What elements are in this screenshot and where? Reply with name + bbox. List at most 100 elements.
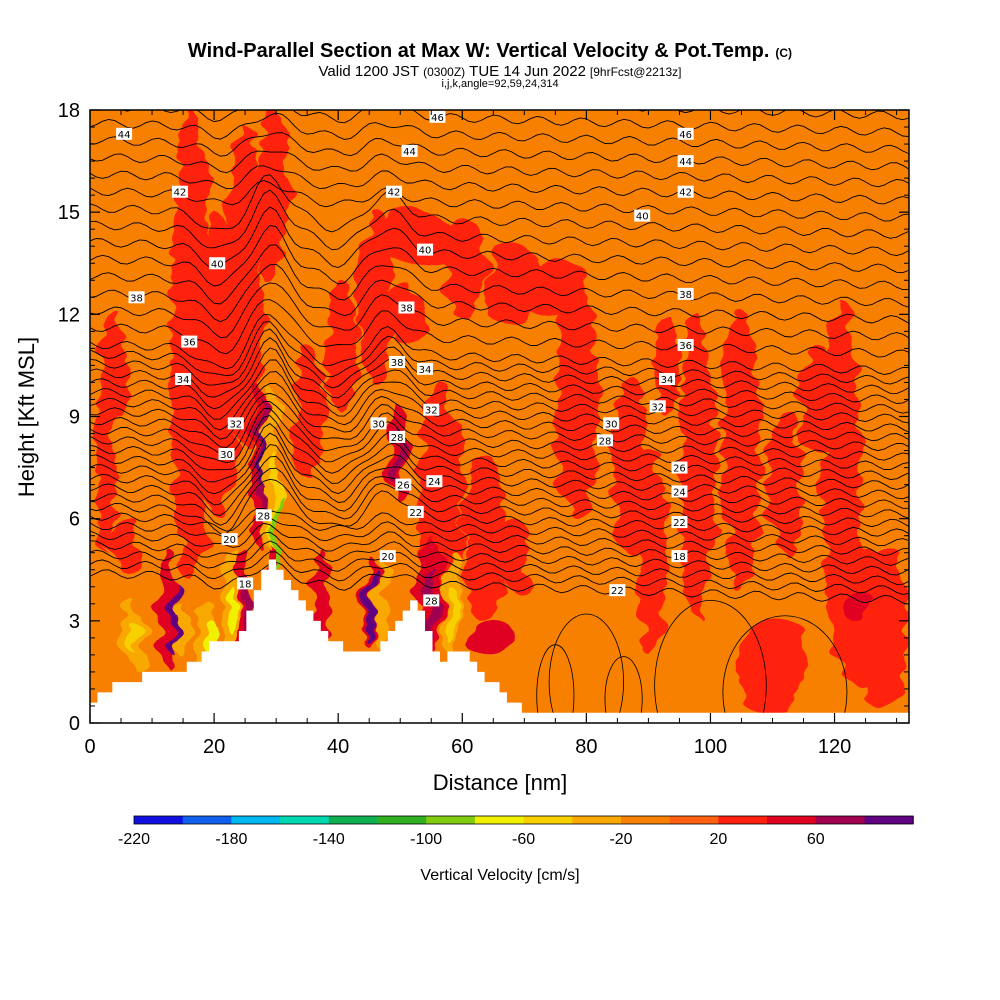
downdraft-region xyxy=(127,620,140,655)
contour-label-box xyxy=(423,403,440,416)
contour-label-text: 44 xyxy=(118,130,131,141)
contour-label-text: 38 xyxy=(391,358,404,369)
isentrope-line xyxy=(121,110,909,138)
isentrope-line xyxy=(90,314,909,375)
isentrope-line xyxy=(90,180,909,222)
colorbar-swatch xyxy=(426,816,476,824)
colorbar-frame xyxy=(133,815,914,825)
colorbar-tick-label: -20 xyxy=(609,831,632,848)
downdraft-region xyxy=(449,586,460,638)
contour-label-box xyxy=(398,301,415,314)
contour-label-text: 32 xyxy=(425,406,438,417)
isentrope-line xyxy=(90,263,909,324)
updraft-region xyxy=(679,314,717,621)
contour-label-text: 20 xyxy=(381,552,394,563)
contour-label-text: 26 xyxy=(673,464,686,475)
contour-label: 28 xyxy=(423,594,440,607)
contour-label-text: 24 xyxy=(428,477,441,488)
contour-label-box xyxy=(609,584,626,597)
contour-label: 32 xyxy=(423,403,440,417)
isentrope-line xyxy=(90,321,909,385)
updraft-region xyxy=(722,314,761,587)
downdraft-region xyxy=(375,552,388,655)
contour-label: 22 xyxy=(609,584,626,597)
x-axis-label: Distance [nm] xyxy=(433,770,568,795)
contour-label-text: 22 xyxy=(673,518,686,529)
downdraft-region xyxy=(226,586,236,638)
isentrope-line xyxy=(90,189,909,257)
contour-label-box xyxy=(671,461,688,474)
colorbar-tick-label: 20 xyxy=(710,831,728,848)
isentrope-line xyxy=(90,392,909,452)
contour-label-text: 42 xyxy=(174,188,187,199)
colorbar-swatch xyxy=(182,816,232,824)
potential-temperature-contours xyxy=(90,110,909,605)
colorbar-swatch xyxy=(621,816,671,824)
colorbar-tick-label: -60 xyxy=(512,831,535,848)
contour-label: 34 xyxy=(417,362,434,376)
contour-label-text: 26 xyxy=(397,481,410,492)
contour-label-text: 38 xyxy=(679,290,692,301)
contour-label-text: 40 xyxy=(419,246,432,257)
contour-label-box xyxy=(395,478,412,491)
downdraft-region xyxy=(276,501,283,570)
x-tick-label: 20 xyxy=(203,736,225,758)
contour-label: 36 xyxy=(677,338,694,352)
contour-label: 44 xyxy=(401,144,418,158)
contour-label-text: 38 xyxy=(130,293,143,304)
colorbar-swatch xyxy=(474,816,525,824)
contour-label-box xyxy=(237,577,254,590)
contour-label: 26 xyxy=(671,461,688,475)
isentrope-line xyxy=(90,225,909,291)
strong-updraft-core xyxy=(474,620,512,655)
contour-label-box xyxy=(116,127,133,140)
y-tick-label: 0 xyxy=(69,713,80,735)
contour-label: 22 xyxy=(671,516,688,529)
contour-label-text: 38 xyxy=(400,304,413,315)
updraft-region xyxy=(499,518,531,594)
contour-label-box xyxy=(386,185,403,198)
contour-label-box xyxy=(417,243,434,256)
isentrope-line xyxy=(90,328,909,395)
contour-label-text: 46 xyxy=(679,130,692,141)
contour-label: 18 xyxy=(237,577,254,590)
contour-label-box xyxy=(671,550,688,563)
contour-label: 24 xyxy=(671,485,688,498)
colorbar-swatch xyxy=(377,816,427,824)
contour-label: 30 xyxy=(603,417,620,430)
isentrope-line xyxy=(90,371,909,433)
contour-label: 32 xyxy=(649,400,666,413)
contour-label-text: 40 xyxy=(211,259,224,270)
isentrope-line xyxy=(90,432,909,500)
contour-label-box xyxy=(423,594,440,607)
low-level-contour xyxy=(536,644,575,723)
contour-label-box xyxy=(175,373,192,386)
x-tick-label: 0 xyxy=(84,736,95,758)
contour-label-box xyxy=(389,356,406,369)
low-level-contours xyxy=(536,600,848,723)
contour-label-text: 22 xyxy=(409,508,422,519)
updraft-region xyxy=(555,280,599,519)
isentrope-line xyxy=(90,551,909,595)
contour-label-text: 40 xyxy=(636,212,649,223)
isentrope-line xyxy=(90,150,909,188)
contour-label-box xyxy=(677,127,694,140)
colorbar-label: Vertical Velocity [cm/s] xyxy=(420,867,579,884)
contour-label: 40 xyxy=(209,257,226,270)
updraft-region xyxy=(294,348,326,485)
contour-label-box xyxy=(227,417,244,430)
x-tick-label: 100 xyxy=(694,736,727,758)
contour-label-box xyxy=(171,185,188,198)
colorbar-swatch xyxy=(231,816,281,824)
colorbar-tick-label: -140 xyxy=(313,831,345,848)
updraft-region xyxy=(96,348,115,553)
contour-label: 34 xyxy=(175,373,192,386)
y-tick-label: 9 xyxy=(69,407,80,429)
contour-label: 18 xyxy=(671,550,688,563)
updraft-region xyxy=(369,212,463,264)
updraft-region xyxy=(654,314,680,417)
contour-label-text: 34 xyxy=(661,375,674,386)
updraft-region xyxy=(735,620,810,713)
contour-label: 38 xyxy=(128,291,145,304)
contour-label-text: 18 xyxy=(673,552,686,563)
